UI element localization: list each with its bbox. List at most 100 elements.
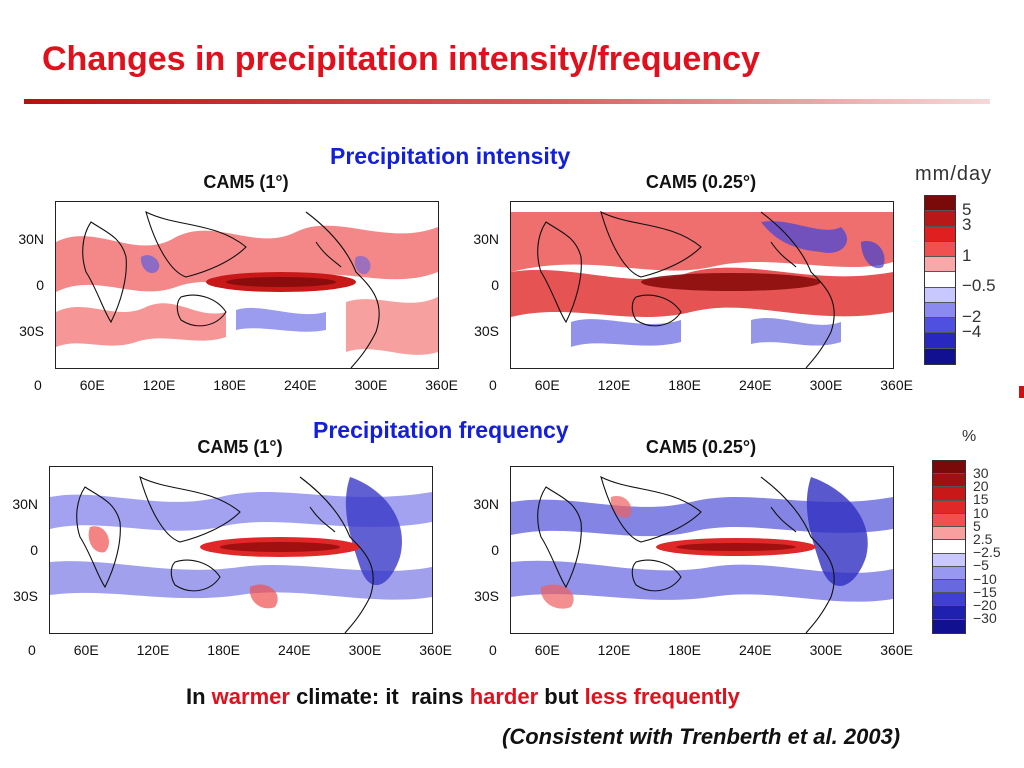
lon-label: 360E [880, 377, 913, 393]
colorbar-label: −20 [973, 597, 997, 614]
map-panel-frequency-025deg: CAM5 (0.25°) 30N 0 30S 0 60E 120E 180E 2… [455, 437, 913, 677]
colorbar-cell [933, 606, 965, 620]
colorbar-cell [933, 527, 965, 541]
lon-label: 360E [425, 377, 458, 393]
colorbar-cell [925, 257, 955, 273]
colorbar-unit-intensity: mm/day [915, 163, 993, 185]
colorbar-label: −4 [962, 322, 982, 342]
colorbar-cell [933, 474, 965, 488]
red-anomaly-north-band [56, 225, 438, 292]
lat-label-30s: 30S [19, 323, 44, 339]
colorbar-cell [925, 302, 955, 319]
precip-frequency-map-1deg [50, 467, 432, 633]
colorbar-label: −30 [973, 610, 997, 627]
colorbar-cell [925, 241, 955, 258]
lat-label-30n: 30N [12, 496, 38, 512]
coastline-asia-australia [145, 210, 247, 327]
colorbar-cell [925, 318, 955, 334]
colorbar-cell [933, 487, 965, 501]
map-plot-area [49, 466, 433, 634]
map-panel-intensity-1deg: CAM5 (1°) 30N 0 30S 0 60E 120E 180E 240E… [0, 172, 458, 412]
colorbar-cell [933, 579, 965, 594]
colorbar-label: 15 [973, 491, 989, 508]
lon-label: 240E [738, 377, 772, 393]
colorbar-cell [925, 211, 955, 227]
lon-label: 240E [283, 377, 317, 393]
lon-axis-labels: 0 60E 120E 180E 240E 300E 360E [34, 377, 458, 393]
lon-label: 180E [213, 377, 246, 393]
highlight-warmer: warmer [211, 684, 290, 709]
coastline-americas [305, 211, 380, 368]
colorbar-cell [925, 287, 955, 303]
colorbar-label: −2.5 [973, 544, 1001, 561]
lon-label: 300E [809, 377, 843, 393]
precip-frequency-map-025deg [511, 467, 893, 633]
colorbar-label: −0.5 [962, 276, 996, 296]
lat-label-0: 0 [36, 277, 44, 293]
highlight-less-frequently: less frequently [584, 684, 740, 709]
coastline-africa [537, 486, 582, 589]
panel-title: CAM5 (1°) [203, 172, 289, 192]
map-plot-area [510, 201, 894, 369]
colorbar-label: −2 [962, 306, 982, 326]
lon-axis-labels: 0 60E 120E 180E 240E 300E 360E [489, 642, 913, 658]
coastline-americas [760, 476, 835, 633]
blue-anomaly-subtropics-north [511, 497, 893, 537]
coastline-africa [82, 221, 127, 324]
lon-label: 300E [348, 642, 382, 658]
colorbar-label: −5 [973, 557, 989, 574]
colorbar-cell [933, 553, 965, 567]
lon-label: 360E [880, 642, 913, 658]
lat-label-30n: 30N [473, 496, 499, 512]
colorbar-cell [925, 196, 955, 212]
title-divider [24, 99, 990, 104]
coastline-asia-australia [600, 475, 702, 592]
conclusion-part: In [186, 684, 212, 709]
colorbar-label: 30 [973, 464, 989, 481]
lon-label: 180E [668, 377, 701, 393]
colorbar-cell [933, 566, 965, 580]
lat-label-30n: 30N [18, 231, 44, 247]
map-panel-intensity-025deg: CAM5 (0.25°) 30N 0 30S 0 60E 120E 180E 2… [455, 172, 913, 412]
conclusion-text: In warmer climate: it rains harder but l… [186, 684, 740, 710]
panel-title: CAM5 (0.25°) [645, 172, 757, 192]
map-plot-area [510, 466, 894, 634]
colorbar-frequency [932, 460, 966, 634]
lon-label: 60E [73, 642, 99, 658]
conclusion-part: but [538, 684, 585, 709]
lat-label-0: 0 [491, 277, 499, 293]
conclusion-part: climate: it rains [289, 684, 470, 709]
lat-label-0: 0 [30, 542, 38, 558]
colorbar-cell [933, 513, 965, 528]
lon-label: 120E [142, 377, 176, 393]
colorbar-label: −10 [973, 570, 997, 587]
colorbar-cell [933, 593, 965, 607]
slide-title: Changes in precipitation intensity/frequ… [42, 40, 760, 78]
colorbar-cell [933, 619, 965, 633]
colorbar-label: 20 [973, 478, 989, 495]
highlight-harder: harder [469, 684, 539, 709]
lon-label: 120E [136, 642, 170, 658]
map-panel-frequency-1deg: CAM5 (1°) 30N 0 30S 0 60E 120E 180E 240E… [0, 437, 452, 677]
blue-anomaly-patch [236, 307, 326, 332]
colorbar-label: 3 [962, 215, 972, 235]
red-anomaly-patches [88, 526, 278, 609]
lat-label-30n: 30N [473, 231, 499, 247]
lon-axis-labels: 0 60E 120E 180E 240E 300E 360E [489, 377, 913, 393]
section-title-frequency: Precipitation frequency [313, 417, 569, 443]
blue-anomaly-americas [345, 477, 402, 586]
coastline-asia-australia [139, 475, 241, 592]
colorbar-cell [933, 500, 965, 514]
colorbar-cell [925, 348, 955, 364]
blue-anomaly-americas [806, 477, 868, 586]
lon-label: 180E [668, 642, 701, 658]
lon-label: 60E [534, 377, 560, 393]
colorbar-label: 2.5 [973, 530, 993, 547]
precip-intensity-map-025deg [511, 202, 893, 368]
colorbar-cell [933, 540, 965, 554]
lon-label: 0 [489, 642, 497, 658]
blue-anomaly-pacific [761, 221, 848, 253]
blue-anomaly-subtropics-north [50, 492, 432, 531]
lon-label: 0 [489, 377, 497, 393]
slide-edge-marker [1019, 386, 1024, 398]
